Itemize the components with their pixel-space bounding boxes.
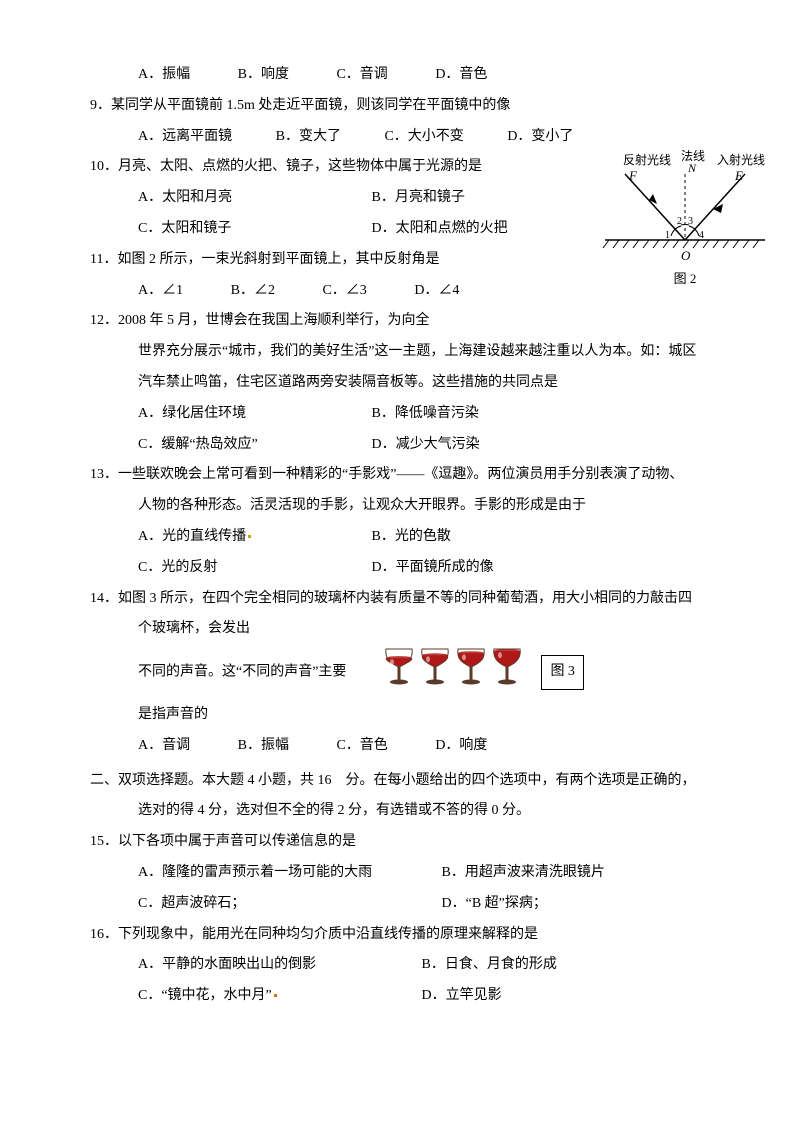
q16-b: B．日食、月食的形成 [422,950,557,981]
q9-b: B．变大了 [276,122,341,153]
q12-b: B．降低噪音污染 [372,399,479,430]
q12-c: C．缓解“热岛效应” [138,430,368,461]
q8-c: C．音调 [336,60,387,91]
q14-l3: 不同的声音。这“不同的声音”主要 图 3 [90,645,730,700]
q8-a: A．振幅 [138,60,190,91]
q13-l2: 人物的各种形态。活灵活现的手影，让观众大开眼界。手影的形成是由于 [90,491,730,522]
q9-c: C．大小不变 [384,122,463,153]
q15-stem: 15．以下各项中属于声音可以传递信息的是 [90,827,730,858]
q11-c: C．∠3 [322,276,366,307]
q10-b: B．月亮和镜子 [372,183,465,214]
q12-d: D．减少大气污染 [372,430,480,461]
q10-a: A．太阳和月亮 [138,183,368,214]
q12-l3: 汽车禁止鸣笛，住宅区道路两旁安装隔音板等。这些措施的共同点是 [90,368,730,399]
q8-b: B．响度 [238,60,289,91]
fig2-n2: 2 [677,216,682,227]
fig3-caption: 图 3 [541,655,584,690]
q12-row2: C．缓解“热岛效应” D．减少大气污染 [90,430,730,461]
fig2-n3: 3 [688,216,693,227]
q10-stem: 10．月亮、太阳、点燃的火把、镜子，这些物体中属于光源的是 [90,152,730,183]
q14-l4: 是指声音的 [90,700,730,731]
q9-choices: A．远离平面镜 B．变大了 C．大小不变 D．变小了 [90,122,730,153]
q14-l1: 14．如图 3 所示，在四个完全相同的玻璃杯内装有质量不等的同种葡萄酒，用大小相… [90,584,730,615]
section2-l2: 选对的得 4 分，选对但不全的得 2 分，有选错或不答的得 0 分。 [90,796,730,827]
q16-stem: 16．下列现象中，能用光在同种均匀介质中沿直线传播的原理来解释的是 [90,920,730,951]
marker-dot-icon [248,535,251,538]
q16-row1: A．平静的水面映出山的倒影 B．日食、月食的形成 [90,950,730,981]
section2-l1: 二、双项选择题。本大题 4 小题，共 16 分。在每小题给出的四个选项中，有两个… [90,766,730,797]
q15-row1: A．隆隆的雷声预示着一场可能的大雨 B．用超声波来清洗眼镜片 [90,858,730,889]
q16-c: C．“镜中花，水中月” [138,981,418,1012]
q9-a: A．远离平面镜 [138,122,232,153]
fig2-n1: 1 [665,230,670,241]
q10-c: C．太阳和镜子 [138,214,368,245]
q14-d: D．响度 [435,731,487,762]
q13-l1: 13．一些联欢晚会上常可看到一种精彩的“手影戏”——《逗趣》。两位演员用手分别表… [90,460,730,491]
q14-a: A．音调 [138,731,190,762]
q14-choices: A．音调 B．振幅 C．音色 D．响度 [90,731,730,762]
q13-a: A．光的直线传播 [138,522,368,553]
q13-c: C．光的反射 [138,553,368,584]
q12-l2: 世界充分展示“城市，我们的美好生活”这一主题，上海建设越来越注重以人为本。如：城… [90,337,730,368]
q15-row2: C．超声波碎石； D．“B 超”探病； [90,889,730,920]
q10-d: D．太阳和点燃的火把 [372,214,508,245]
q14-l2: 个玻璃杯，会发出 [90,614,730,645]
q15-b: B．用超声波来清洗眼镜片 [442,858,605,889]
q11-a: A．∠1 [138,276,183,307]
q13-row2: C．光的反射 D．平面镜所成的像 [90,553,730,584]
q11-d: D．∠4 [414,276,459,307]
exam-page: 反射光线 法线 入射光线 F N E [0,0,800,1132]
q16-row2: C．“镜中花，水中月” D．立竿见影 [90,981,730,1012]
q14-c: C．音色 [336,731,387,762]
q13-d: D．平面镜所成的像 [372,553,494,584]
q8-choices: A．振幅 B．响度 C．音调 D．音色 [90,60,730,91]
q16-d: D．立竿见影 [422,981,502,1012]
q15-a: A．隆隆的雷声预示着一场可能的大雨 [138,858,438,889]
q8-d: D．音色 [435,60,487,91]
q12-l1: 12．2008 年 5 月，世博会在我国上海顺利举行，为向全 [90,306,730,337]
q12-row1: A．绿化居住环境 B．降低噪音污染 [90,399,730,430]
q11-stem: 11．如图 2 所示，一束光斜射到平面镜上，其中反射角是 [90,245,730,276]
q15-d: D．“B 超”探病； [442,889,547,920]
figure-3-cups [380,645,530,700]
q13-row1: A．光的直线传播 B．光的色散 [90,522,730,553]
q15-c: C．超声波碎石； [138,889,438,920]
q9-d: D．变小了 [507,122,573,153]
q16-a: A．平静的水面映出山的倒影 [138,950,418,981]
q13-b: B．光的色散 [372,522,451,553]
marker-dot-icon [274,994,277,997]
q12-a: A．绿化居住环境 [138,399,368,430]
q14-b: B．振幅 [238,731,289,762]
q9-stem: 9．某同学从平面镜前 1.5m 处走近平面镜，则该同学在平面镜中的像 [90,91,730,122]
q11-b: B．∠2 [231,276,275,307]
fig2-n4: 4 [699,230,704,241]
